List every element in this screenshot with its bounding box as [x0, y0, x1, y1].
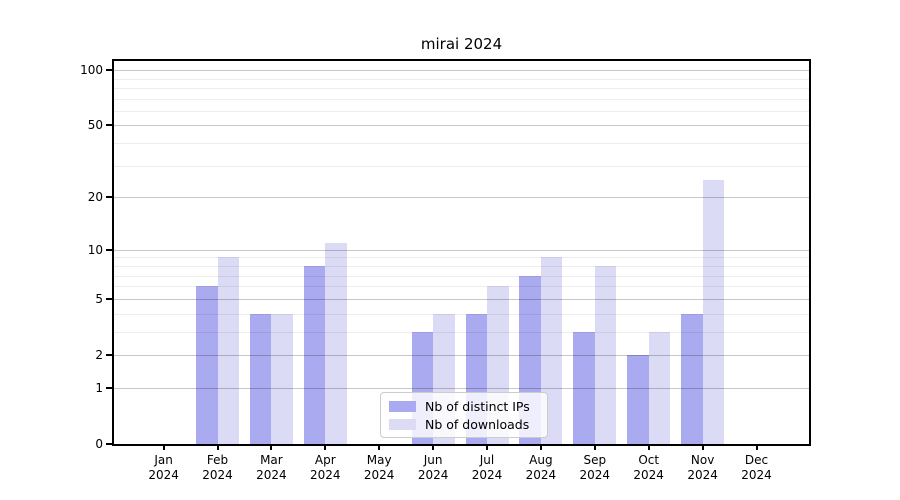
bar-distinct-ips — [249, 313, 272, 444]
y-tick-mark — [106, 353, 112, 356]
x-tick-label: Jun 2024 — [417, 453, 449, 482]
gridline-minor — [114, 331, 809, 333]
bar-downloads — [271, 313, 293, 444]
plot-area: Nb of distinct IPs Nb of downloads — [112, 59, 811, 446]
bar-distinct-ips — [573, 331, 595, 444]
x-tick-mark — [432, 445, 435, 450]
y-tick-label: 0 — [95, 437, 103, 451]
legend-label-downloads: Nb of downloads — [425, 417, 530, 432]
gridline-major — [114, 197, 809, 199]
gridline-minor — [114, 87, 809, 89]
x-tick-label: Mar 2024 — [256, 453, 287, 482]
x-tick-label: Nov 2024 — [687, 453, 718, 482]
bar-downloads — [702, 180, 725, 444]
x-tick-label: Sep 2024 — [579, 453, 611, 482]
gridline-minor — [114, 257, 809, 259]
bar-downloads — [217, 257, 239, 444]
y-tick-label: 2 — [95, 347, 103, 362]
gridline-minor — [114, 143, 809, 145]
x-tick-mark — [216, 445, 219, 450]
y-tick-mark — [106, 196, 112, 199]
gridline-minor — [114, 265, 809, 267]
x-tick-mark — [162, 445, 165, 450]
x-tick-label: Jan 2024 — [148, 453, 179, 482]
x-tick-label: Oct 2024 — [633, 453, 664, 482]
legend-label-distinct-ips: Nb of distinct IPs — [425, 399, 530, 414]
x-tick-mark — [755, 445, 758, 450]
gridline-minor — [114, 275, 809, 277]
x-tick-mark — [539, 445, 542, 450]
x-tick-mark — [593, 445, 596, 450]
y-tick-mark — [106, 248, 112, 251]
y-tick-label: 50 — [87, 118, 103, 133]
bar-distinct-ips — [627, 354, 649, 444]
x-tick-label: Feb 2024 — [202, 453, 233, 482]
y-tick-mark — [106, 386, 112, 389]
bar-downloads — [594, 265, 617, 444]
y-tick-label: 1 — [95, 380, 103, 395]
legend-row-distinct-ips: Nb of distinct IPs — [389, 398, 539, 415]
x-tick-label: Aug 2024 — [525, 453, 557, 482]
gridline-minor — [114, 165, 809, 167]
legend-swatch-downloads — [389, 419, 416, 430]
gridline-major — [114, 354, 809, 356]
legend-row-downloads: Nb of downloads — [389, 416, 539, 433]
gridline-minor — [114, 313, 809, 315]
gridline-minor — [114, 286, 809, 288]
gridline-major — [114, 70, 809, 72]
x-tick-mark — [270, 445, 273, 450]
gridline-minor — [114, 98, 809, 100]
gridline-major — [114, 298, 809, 300]
y-tick-label: 5 — [95, 291, 103, 306]
bar-downloads — [648, 331, 671, 444]
x-tick-mark — [486, 445, 488, 450]
gridline-major — [114, 249, 809, 251]
x-tick-label: Dec 2024 — [741, 453, 772, 482]
legend: Nb of distinct IPs Nb of downloads — [380, 392, 548, 438]
x-tick-label: May 2024 — [363, 453, 395, 482]
y-tick-label: 10 — [87, 242, 103, 257]
x-tick-mark — [324, 445, 327, 450]
bar-distinct-ips — [681, 313, 703, 444]
legend-swatch-distinct-ips — [389, 401, 416, 412]
x-tick-label: Jul 2024 — [471, 453, 503, 482]
y-tick-label: 20 — [87, 190, 103, 205]
y-tick-mark — [106, 443, 112, 445]
gridline-major — [114, 387, 809, 389]
bar-distinct-ips — [196, 286, 218, 444]
y-tick-mark — [106, 297, 112, 300]
plot-inner: Nb of distinct IPs Nb of downloads — [114, 61, 809, 444]
y-tick-label: 100 — [80, 63, 103, 78]
x-tick-mark — [701, 445, 704, 450]
chart-title: mirai 2024 — [420, 35, 503, 53]
bar-downloads — [325, 242, 347, 444]
x-tick-label: Apr 2024 — [310, 453, 341, 482]
y-tick-mark — [106, 69, 112, 72]
x-tick-mark — [647, 445, 650, 450]
gridline-major — [114, 125, 809, 127]
x-tick-mark — [378, 445, 381, 450]
bar-distinct-ips — [303, 265, 326, 444]
gridline-minor — [114, 78, 809, 80]
y-tick-mark — [106, 124, 112, 127]
gridline-minor — [114, 110, 809, 112]
